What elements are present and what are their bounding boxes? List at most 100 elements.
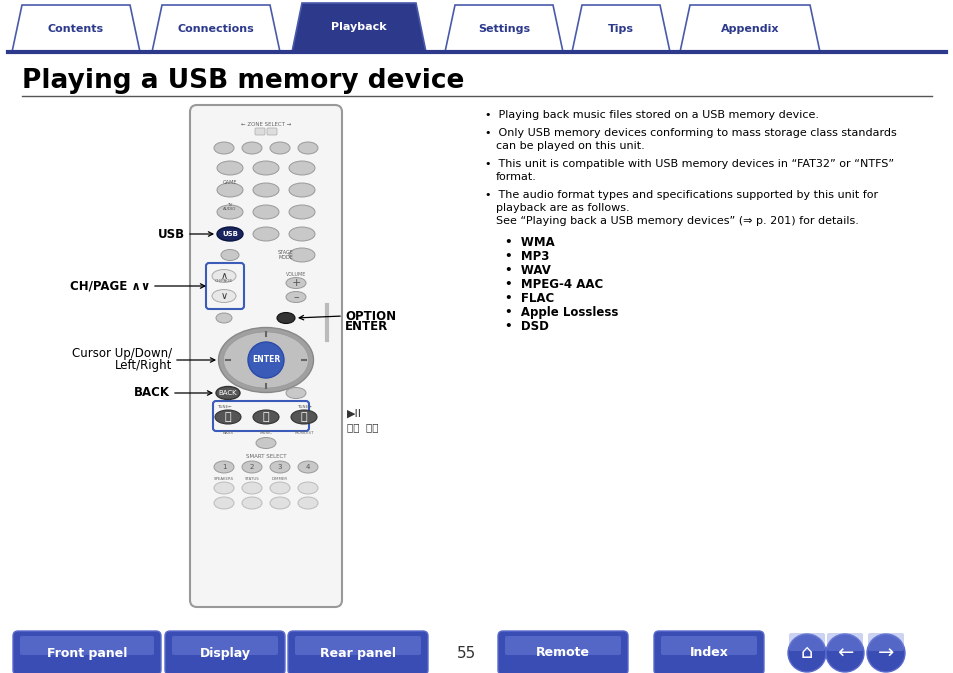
Ellipse shape — [255, 437, 275, 448]
Ellipse shape — [253, 410, 278, 424]
Ellipse shape — [216, 183, 243, 197]
FancyBboxPatch shape — [867, 633, 903, 651]
Text: Front panel: Front panel — [47, 647, 127, 660]
FancyBboxPatch shape — [660, 636, 757, 655]
Ellipse shape — [242, 461, 262, 473]
Ellipse shape — [270, 482, 290, 494]
Polygon shape — [12, 5, 140, 52]
Text: •  DSD: • DSD — [504, 320, 548, 333]
Circle shape — [825, 634, 863, 672]
Text: Settings: Settings — [477, 24, 530, 34]
Polygon shape — [572, 5, 669, 52]
Text: ⏮⏮  ⏭⏭: ⏮⏮ ⏭⏭ — [347, 422, 378, 432]
Ellipse shape — [213, 482, 233, 494]
Ellipse shape — [291, 410, 316, 424]
Ellipse shape — [270, 142, 290, 154]
Ellipse shape — [270, 461, 290, 473]
Ellipse shape — [289, 205, 314, 219]
Text: TUNE←: TUNE← — [216, 405, 231, 409]
Text: BASS: BASS — [222, 431, 233, 435]
Text: OPTION: OPTION — [345, 310, 395, 322]
Text: playback are as follows.: playback are as follows. — [496, 203, 629, 213]
Ellipse shape — [289, 227, 314, 241]
FancyBboxPatch shape — [267, 128, 276, 135]
Ellipse shape — [286, 388, 306, 398]
Text: SPEAKERS: SPEAKERS — [213, 477, 233, 481]
Ellipse shape — [286, 291, 306, 302]
Text: ▶II: ▶II — [347, 409, 361, 419]
Text: •  Only USB memory devices conforming to mass storage class standards: • Only USB memory devices conforming to … — [484, 128, 896, 138]
Text: MONO/ST: MONO/ST — [294, 431, 314, 435]
Text: ENTER: ENTER — [252, 355, 280, 365]
Polygon shape — [444, 5, 562, 52]
FancyBboxPatch shape — [190, 105, 341, 607]
Text: 3: 3 — [277, 464, 282, 470]
Text: •  The audio format types and specifications supported by this unit for: • The audio format types and specificati… — [484, 190, 877, 200]
Ellipse shape — [216, 161, 243, 175]
FancyBboxPatch shape — [826, 633, 862, 651]
Ellipse shape — [297, 497, 317, 509]
Text: TV
AUDIO: TV AUDIO — [223, 203, 236, 211]
Ellipse shape — [242, 482, 262, 494]
Text: USB: USB — [222, 231, 237, 237]
Text: CH/PAGE ∧∨: CH/PAGE ∧∨ — [70, 279, 150, 293]
Ellipse shape — [253, 205, 278, 219]
Ellipse shape — [213, 461, 233, 473]
Text: STATUS: STATUS — [244, 477, 259, 481]
Text: USB: USB — [157, 227, 185, 240]
Text: •  WAV: • WAV — [504, 264, 550, 277]
Ellipse shape — [297, 142, 317, 154]
Text: Playback: Playback — [331, 22, 386, 32]
Ellipse shape — [212, 269, 235, 283]
Text: Left/Right: Left/Right — [114, 359, 172, 371]
Text: –: – — [293, 292, 298, 302]
Text: ←: ← — [836, 643, 852, 662]
FancyBboxPatch shape — [254, 128, 265, 135]
Text: Cursor Up/Down/: Cursor Up/Down/ — [71, 347, 172, 359]
Text: can be played on this unit.: can be played on this unit. — [496, 141, 644, 151]
Text: format.: format. — [496, 172, 537, 182]
Ellipse shape — [297, 461, 317, 473]
Text: Connections: Connections — [177, 24, 254, 34]
Ellipse shape — [223, 332, 308, 388]
Text: ← ZONE SELECT →: ← ZONE SELECT → — [240, 122, 291, 127]
Ellipse shape — [221, 250, 239, 260]
Text: Appendix: Appendix — [720, 24, 779, 34]
Ellipse shape — [253, 183, 278, 197]
Text: CH/PAGE: CH/PAGE — [214, 279, 233, 283]
FancyBboxPatch shape — [20, 636, 153, 655]
Ellipse shape — [276, 312, 294, 324]
Circle shape — [248, 342, 284, 378]
Polygon shape — [292, 3, 426, 52]
FancyBboxPatch shape — [165, 631, 285, 673]
FancyBboxPatch shape — [788, 633, 824, 651]
Text: ∧: ∧ — [220, 271, 228, 281]
Text: SMART SELECT: SMART SELECT — [246, 454, 286, 458]
FancyBboxPatch shape — [497, 631, 627, 673]
Ellipse shape — [253, 161, 278, 175]
Text: 4: 4 — [306, 464, 310, 470]
Text: BACK: BACK — [218, 390, 237, 396]
Text: ENTER: ENTER — [345, 320, 388, 334]
Polygon shape — [679, 5, 820, 52]
Text: •  Apple Lossless: • Apple Lossless — [504, 306, 618, 319]
Text: STAGE
MODE: STAGE MODE — [277, 250, 294, 260]
FancyBboxPatch shape — [172, 636, 277, 655]
Ellipse shape — [289, 183, 314, 197]
Text: 2: 2 — [250, 464, 253, 470]
Text: •  This unit is compatible with USB memory devices in “FAT32” or “NTFS”: • This unit is compatible with USB memor… — [484, 159, 893, 169]
Text: BACK: BACK — [133, 386, 170, 400]
Ellipse shape — [270, 497, 290, 509]
Ellipse shape — [297, 482, 317, 494]
Text: ⏭: ⏭ — [300, 412, 307, 422]
Text: Index: Index — [689, 647, 728, 660]
Ellipse shape — [213, 142, 233, 154]
Circle shape — [787, 634, 825, 672]
Text: ⏮: ⏮ — [225, 412, 231, 422]
FancyBboxPatch shape — [654, 631, 763, 673]
Polygon shape — [152, 5, 280, 52]
Ellipse shape — [218, 328, 314, 392]
Ellipse shape — [213, 497, 233, 509]
Ellipse shape — [289, 161, 314, 175]
Ellipse shape — [215, 386, 240, 400]
